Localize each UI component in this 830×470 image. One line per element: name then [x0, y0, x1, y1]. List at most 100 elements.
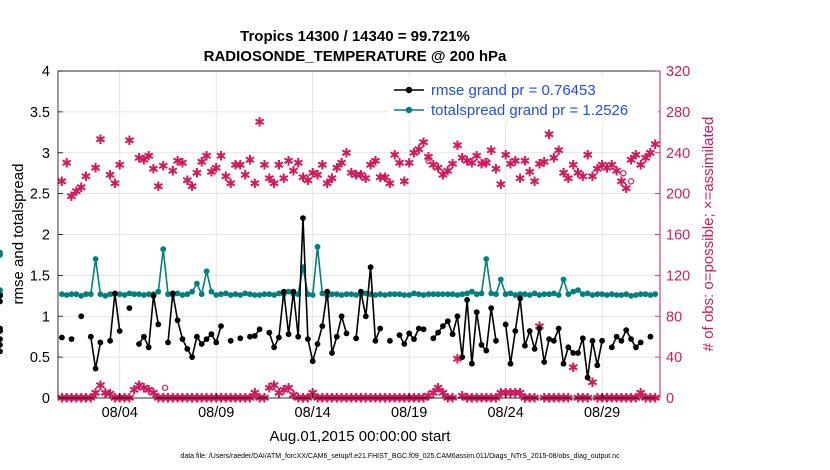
totalspread-point — [652, 291, 659, 298]
obs-assimilated-marker: ✱ — [100, 386, 111, 401]
rmse-point — [555, 325, 562, 332]
x-axis-ticks: 08/04 08/09 08/14 08/19 08/24 08/29 — [102, 393, 620, 421]
totalspread-point — [174, 290, 181, 297]
rmse-point — [0, 348, 3, 355]
totalspread-point — [473, 291, 480, 298]
rmse-point — [271, 344, 277, 351]
rmse-line-segment — [109, 292, 121, 341]
totalspread-point — [411, 290, 417, 297]
rmse-point — [208, 331, 215, 338]
obs-assimilated-marker: ✱ — [539, 155, 550, 170]
obs-assimilated-marker: ✱ — [298, 392, 309, 407]
rmse-point — [78, 313, 85, 320]
rmse-point — [155, 321, 162, 328]
rmse-point — [237, 335, 244, 342]
totalspread-point — [493, 291, 499, 298]
totalspread-point — [604, 292, 610, 298]
rmse-point — [276, 334, 282, 341]
totalspread-line-segment — [61, 246, 656, 297]
obs-assimilated-marker: ✱ — [428, 159, 439, 174]
obs-assimilated-marker: ✱ — [143, 149, 154, 164]
obs-assimilated-marker: ✱ — [476, 392, 487, 407]
obs-assimilated-marker: ✱ — [293, 156, 304, 171]
obs-assimilated-marker: ✱ — [645, 392, 656, 407]
totalspread-point — [218, 291, 224, 298]
obs-assimilated-marker: ✱ — [109, 177, 120, 192]
rmse-point — [560, 360, 567, 367]
obs-assimilated-marker: ✱ — [317, 159, 328, 174]
totalspread-point — [276, 290, 282, 297]
obs-assimilated-marker: ✱ — [601, 162, 612, 177]
obs-assimilated-marker: ✱ — [500, 148, 511, 163]
obs-assimilated-marker: ✱ — [312, 392, 323, 407]
totalspread-point — [136, 291, 142, 298]
obs-assimilated-marker: ✱ — [621, 182, 632, 197]
rmse-point — [633, 344, 639, 351]
rmse-point — [184, 346, 191, 352]
obs-assimilated-marker: ✱ — [187, 392, 198, 407]
totalspread-point — [608, 291, 615, 298]
obs-assimilated-marker: ✱ — [230, 159, 241, 174]
obs-assimilated-marker: ✱ — [447, 157, 458, 172]
totalspread-point — [391, 291, 398, 298]
y-left-tick-label: 1.5 — [30, 268, 50, 284]
obs-possible-marker — [483, 157, 490, 165]
obs-assimilated-marker: ✱ — [360, 172, 371, 187]
totalspread-point — [63, 292, 70, 298]
obs-assimilated-marker: ✱ — [611, 165, 622, 180]
obs-assimilated-marker: ✱ — [264, 381, 275, 396]
rmse-point — [218, 323, 224, 329]
rmse-point — [449, 331, 456, 338]
obs-assimilated-marker: ✱ — [61, 156, 72, 171]
totalspread-point — [406, 292, 413, 298]
obs-assimilated-marker: ✱ — [606, 392, 617, 407]
x-tick-label: 08/19 — [391, 405, 427, 421]
obs-assimilated-marker: ✱ — [476, 157, 487, 172]
obs-assimilated-marker: ✱ — [341, 146, 352, 161]
obs-assimilated-marker: ✱ — [235, 159, 246, 174]
totalspread-point — [382, 292, 388, 298]
obs-assimilated-marker: ✱ — [650, 138, 661, 153]
obs-assimilated-marker: ✱ — [452, 139, 463, 154]
y-right-tick-label: 320 — [666, 64, 690, 80]
rmse-point — [608, 344, 615, 351]
obs-assimilated-marker: ✱ — [399, 392, 410, 407]
totalspread-point — [517, 291, 523, 298]
obs-assimilated-marker: ✱ — [196, 155, 207, 170]
obs-assimilated-marker: ✱ — [331, 162, 342, 177]
obs-assimilated-marker: ✱ — [418, 136, 429, 151]
totalspread-point — [546, 291, 552, 298]
y-left-tick-label: 0 — [42, 391, 50, 407]
rmse-point — [411, 336, 417, 342]
obs-assimilated-marker: ✱ — [394, 156, 405, 171]
obs-assimilated-marker: ✱ — [71, 392, 82, 407]
obs-assimilated-marker: ✱ — [288, 165, 299, 180]
obs-assimilated-marker: ✱ — [298, 171, 309, 186]
totalspread-point — [522, 291, 528, 298]
rmse-point — [266, 329, 273, 336]
obs-assimilated-marker: ✱ — [216, 149, 227, 164]
rmse-point — [531, 346, 538, 352]
obs-assimilated-marker: ✱ — [259, 392, 270, 407]
obs-assimilated-marker: ✱ — [409, 392, 420, 407]
totalspread-point — [579, 291, 586, 298]
obs-assimilated-marker: ✱ — [524, 392, 535, 407]
rmse-point — [112, 290, 118, 297]
obs-assimilated-marker: ✱ — [563, 392, 574, 407]
obs-assimilated-marker: ✱ — [645, 146, 656, 161]
rmse-point — [493, 337, 499, 344]
totalspread-point — [613, 292, 620, 298]
rmse-point — [338, 313, 345, 320]
obs-assimilated-marker: ✱ — [370, 392, 381, 407]
y-right-tick-label: 280 — [666, 105, 690, 121]
obs-assimilated-marker: ✱ — [331, 392, 342, 407]
totalspread-point — [401, 292, 408, 298]
rmse-point — [459, 354, 466, 360]
rmse-point — [247, 333, 253, 340]
obs-assimilated-marker: ✱ — [336, 156, 347, 171]
totalspread-point — [623, 291, 630, 298]
rmse-point — [546, 336, 552, 342]
obs-assimilated-marker: ✱ — [582, 148, 593, 163]
rmse-point — [295, 333, 302, 340]
totalspread-point — [642, 291, 649, 298]
